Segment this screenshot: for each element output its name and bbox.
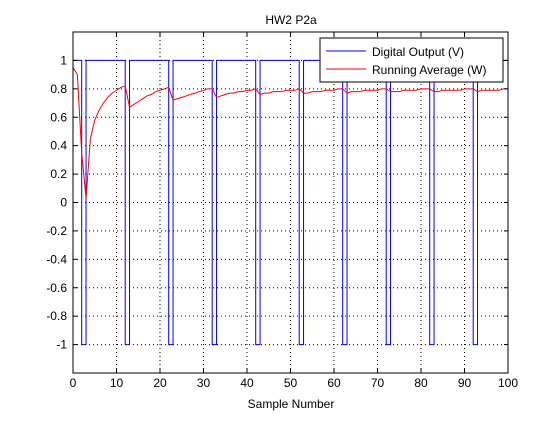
y-tick-label: -0.8 bbox=[46, 309, 67, 323]
x-tick-label: 80 bbox=[414, 376, 428, 390]
x-axis-label: Sample Number bbox=[248, 397, 335, 411]
y-tick-label: 1 bbox=[60, 53, 67, 67]
x-tick-label: 90 bbox=[458, 376, 472, 390]
y-tick-label: -0.2 bbox=[46, 224, 67, 238]
x-tick-label: 40 bbox=[240, 376, 254, 390]
y-tick-label: -1 bbox=[56, 338, 67, 352]
x-tick-label: 30 bbox=[197, 376, 211, 390]
legend: Digital Output (V) Running Average (W) bbox=[320, 38, 503, 82]
chart-title: HW2 P2a bbox=[265, 13, 317, 27]
x-tick-label: 60 bbox=[327, 376, 341, 390]
plot-area bbox=[73, 32, 508, 373]
y-tick-label: 0.4 bbox=[50, 139, 67, 153]
x-tick-label: 10 bbox=[110, 376, 124, 390]
y-tick-label: 0.2 bbox=[50, 167, 67, 181]
x-tick-label: 0 bbox=[70, 376, 77, 390]
x-tick-label: 100 bbox=[498, 376, 518, 390]
x-tick-label: 70 bbox=[371, 376, 385, 390]
y-tick-label: 0 bbox=[60, 196, 67, 210]
legend-entry: Running Average (W) bbox=[372, 63, 487, 77]
y-tick-label: 0.6 bbox=[50, 110, 67, 124]
x-tick-label: 20 bbox=[153, 376, 167, 390]
y-tick-label: -0.6 bbox=[46, 281, 67, 295]
y-tick-label: 0.8 bbox=[50, 82, 67, 96]
y-tick-label: -0.4 bbox=[46, 252, 67, 266]
x-tick-label: 50 bbox=[284, 376, 298, 390]
legend-entry: Digital Output (V) bbox=[372, 45, 464, 59]
